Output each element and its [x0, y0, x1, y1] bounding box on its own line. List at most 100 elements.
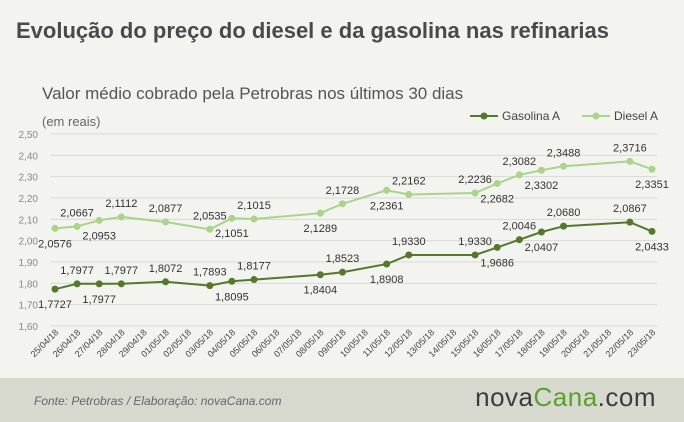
- data-label: 2,0867: [613, 203, 647, 215]
- series-points: [51, 157, 656, 293]
- data-label: 2,0046: [503, 221, 537, 233]
- y-tick-label: 2,40: [19, 151, 39, 162]
- data-label: 2,3351: [635, 179, 669, 191]
- data-point: [250, 276, 258, 284]
- y-tick-label: 2,00: [19, 237, 39, 248]
- data-point: [51, 224, 59, 232]
- unit-label: (em reais): [42, 114, 101, 129]
- data-point: [51, 285, 59, 293]
- data-point: [250, 215, 258, 223]
- data-label: 2,1289: [304, 223, 338, 235]
- data-point: [162, 218, 170, 226]
- data-label: 1,7977: [105, 265, 139, 277]
- y-tick-label: 2,30: [19, 173, 39, 184]
- footer: Fonte: Petrobras / Elaboração: novaCana.…: [0, 378, 684, 422]
- data-point: [537, 166, 545, 174]
- source-note: Fonte: Petrobras / Elaboração: novaCana.…: [34, 394, 282, 408]
- y-tick-label: 1,90: [19, 258, 39, 269]
- data-label: 2,3302: [525, 180, 559, 192]
- data-point: [206, 225, 214, 233]
- data-label: 2,1728: [326, 185, 360, 197]
- data-point: [471, 189, 479, 197]
- data-point: [493, 179, 501, 187]
- y-tick-label: 1,60: [19, 322, 39, 333]
- data-label: 2,1051: [215, 228, 249, 240]
- data-label: 1,8908: [370, 274, 404, 286]
- data-point: [537, 228, 545, 236]
- data-point: [316, 271, 324, 279]
- data-point: [515, 171, 523, 179]
- data-label: 2,0407: [525, 242, 559, 254]
- y-tick-label: 1,70: [19, 301, 39, 312]
- brand-prefix: nova: [475, 382, 534, 412]
- data-label: 2,1015: [237, 200, 271, 212]
- data-label: 2,2682: [480, 193, 514, 205]
- legend-gasolina-marker: [480, 112, 488, 120]
- data-point: [493, 243, 501, 251]
- data-point: [95, 216, 103, 224]
- data-point: [648, 165, 656, 173]
- chart-title: Evolução do preço do diesel e da gasolin…: [16, 18, 609, 43]
- data-label: 1,9330: [392, 236, 426, 248]
- data-point: [117, 280, 125, 288]
- grid-lines: [50, 133, 657, 327]
- data-label: 2,0535: [193, 210, 227, 222]
- data-label: 2,0667: [60, 207, 94, 219]
- data-point: [560, 222, 568, 230]
- y-tick-label: 1,80: [19, 279, 39, 290]
- data-label: 2,3082: [503, 156, 537, 168]
- y-axis-ticks: 2,50 2,40 2,30 2,20 2,10 2,00 1,90 1,80 1,70 1,60: [19, 130, 39, 333]
- data-point: [95, 280, 103, 288]
- data-label: 2,2361: [370, 200, 404, 212]
- data-point: [206, 282, 214, 290]
- data-label: 1,8095: [215, 291, 249, 303]
- data-point: [626, 157, 634, 165]
- data-label: 2,3716: [613, 142, 647, 154]
- data-label: 2,3488: [547, 147, 581, 159]
- data-point: [117, 213, 125, 221]
- data-point: [338, 268, 346, 276]
- data-label: 1,8404: [304, 285, 338, 297]
- legend-gasolina-label: Gasolina A: [502, 109, 560, 123]
- data-point: [228, 214, 236, 222]
- data-label: 1,8523: [326, 253, 360, 265]
- data-point: [383, 260, 391, 268]
- data-label: 1,7727: [38, 299, 72, 311]
- data-point: [471, 251, 479, 259]
- data-point: [626, 218, 634, 226]
- data-label: 2,1112: [105, 198, 137, 210]
- data-label: 1,9330: [458, 236, 492, 248]
- data-label: 1,8072: [149, 263, 183, 275]
- data-label: 1,8177: [237, 261, 271, 273]
- data-label: 2,0433: [635, 241, 669, 253]
- data-labels: 1,7727 1,7977 1,7977 1,7977 1,8072 1,7893 1,80…: [38, 142, 669, 311]
- data-point: [648, 227, 656, 235]
- legend-diesel-marker: [592, 112, 600, 120]
- data-point: [515, 236, 523, 244]
- legend: Gasolina A Diesel A: [470, 109, 658, 123]
- data-label: 1,9686: [480, 257, 514, 269]
- data-label: 2,0953: [82, 230, 116, 242]
- brand-suffix: .com: [597, 382, 656, 412]
- data-point: [560, 162, 568, 170]
- data-point: [405, 251, 413, 259]
- legend-diesel-label: Diesel A: [614, 109, 658, 123]
- data-point: [73, 280, 81, 288]
- data-label: 2,0576: [38, 238, 72, 250]
- data-label: 2,2236: [458, 174, 492, 186]
- data-label: 2,0877: [149, 203, 183, 215]
- brand-accent: Cana: [533, 382, 598, 412]
- data-point: [316, 209, 324, 217]
- data-label: 1,7977: [82, 294, 116, 306]
- data-label: 1,7977: [60, 265, 94, 277]
- y-tick-label: 2,50: [19, 130, 39, 141]
- y-tick-label: 2,20: [19, 194, 39, 205]
- data-point: [162, 278, 170, 286]
- data-point: [228, 277, 236, 285]
- data-point: [405, 191, 413, 199]
- brand-logo[interactable]: novaCana.com: [475, 382, 656, 413]
- data-label: 2,2162: [392, 176, 426, 188]
- y-tick-label: 2,10: [19, 215, 39, 226]
- data-point: [383, 186, 391, 194]
- data-point: [73, 222, 81, 230]
